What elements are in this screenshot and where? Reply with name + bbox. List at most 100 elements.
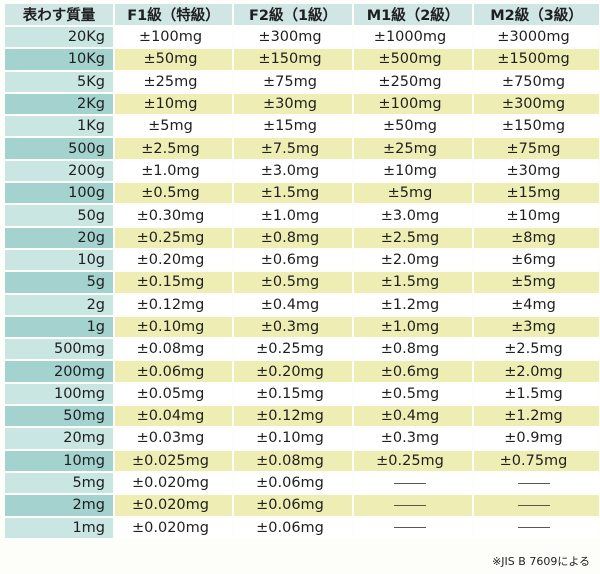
not-applicable-dash (517, 482, 550, 484)
cell-m1 (354, 517, 472, 538)
cell-mass: 100g (5, 183, 113, 204)
cell-f1: ±0.05mg (115, 383, 232, 405)
cell-f2: ±150mg (234, 49, 352, 70)
not-applicable-dash (394, 482, 426, 484)
cell-f2: ±1.5mg (234, 183, 352, 204)
cell-f2: ±0.06mg (234, 472, 352, 494)
cell-m2: ±750mg (474, 71, 599, 92)
cell-m1: ±250mg (354, 71, 472, 92)
cell-m1: ±1.2mg (354, 294, 472, 315)
table-row: 20mg ±0.03mg ±0.10mg ±0.3mg ±0.9mg (5, 428, 599, 449)
table-row: 10mg ±0.025mg ±0.08mg ±0.25mg ±0.75mg (5, 450, 599, 471)
cell-mass: 5Kg (5, 71, 113, 92)
table-row: 10Kg ±50mg ±150mg ±500mg ±1500mg (5, 49, 599, 70)
cell-m2: ±10mg (474, 205, 599, 226)
cell-mass: 20Kg (5, 27, 113, 48)
table-row: 100mg ±0.05mg ±0.15mg ±0.5mg ±1.5mg (5, 383, 599, 405)
cell-m2: ±8mg (474, 227, 599, 248)
cell-f2: ±0.20mg (234, 361, 352, 382)
cell-mass: 10g (5, 249, 113, 271)
cell-mass: 5mg (5, 472, 113, 494)
cell-f2: ±1.0mg (234, 205, 352, 226)
header-f2: F2級（1級） (234, 4, 352, 25)
table-row: 2g ±0.12mg ±0.4mg ±1.2mg ±4mg (5, 294, 599, 315)
cell-f2: ±0.06mg (234, 517, 352, 538)
cell-f1: ±0.08mg (115, 339, 232, 360)
cell-f1: ±1.0mg (115, 160, 232, 182)
cell-m2: ±1.2mg (474, 406, 599, 427)
cell-f2: ±0.06mg (234, 495, 352, 516)
cell-m1 (354, 472, 472, 494)
table-row: 1Kg ±5mg ±15mg ±50mg ±150mg (5, 116, 599, 137)
cell-f1: ±5mg (115, 116, 232, 137)
cell-mass: 20g (5, 227, 113, 248)
cell-mass: 200g (5, 160, 113, 182)
table-row: 5mg ±0.020mg ±0.06mg (5, 472, 599, 494)
source-note: ※JIS B 7609による (492, 555, 590, 568)
cell-mass: 100mg (5, 383, 113, 405)
cell-mass: 1mg (5, 517, 113, 538)
cell-f2: ±75mg (234, 71, 352, 92)
cell-mass: 20mg (5, 428, 113, 449)
cell-f1: ±100mg (115, 27, 232, 48)
not-applicable-dash (394, 504, 426, 506)
table-row: 500mg ±0.08mg ±0.25mg ±0.8mg ±2.5mg (5, 339, 599, 360)
cell-mass: 2Kg (5, 93, 113, 115)
table-row: 20g ±0.25mg ±0.8mg ±2.5mg ±8mg (5, 227, 599, 248)
cell-m1: ±25mg (354, 138, 472, 159)
table-body: 20Kg ±100mg ±300mg ±1000mg ±3000mg 10Kg ±50mg ±… (5, 27, 599, 538)
cell-m2: ±2.0mg (474, 361, 599, 382)
cell-m2: ±3000mg (474, 27, 599, 48)
cell-mass: 500mg (5, 339, 113, 360)
cell-f2: ±15mg (234, 116, 352, 137)
table-row: 1mg ±0.020mg ±0.06mg (5, 517, 599, 538)
cell-f1: ±0.15mg (115, 272, 232, 293)
not-applicable-dash (517, 504, 550, 506)
cell-f2: ±0.6mg (234, 249, 352, 271)
cell-m1: ±1.5mg (354, 272, 472, 293)
cell-m1: ±0.5mg (354, 383, 472, 405)
cell-f2: ±0.12mg (234, 406, 352, 427)
cell-m2: ±6mg (474, 249, 599, 271)
cell-f1: ±25mg (115, 71, 232, 92)
table-row: 1g ±0.10mg ±0.3mg ±1.0mg ±3mg (5, 316, 599, 338)
cell-mass: 1g (5, 316, 113, 338)
cell-f1: ±0.025mg (115, 450, 232, 471)
cell-m1: ±0.6mg (354, 361, 472, 382)
header-f1: F1級（特級） (115, 4, 232, 25)
cell-m2: ±300mg (474, 93, 599, 115)
cell-f2: ±300mg (234, 27, 352, 48)
cell-mass: 2g (5, 294, 113, 315)
cell-m1 (354, 495, 472, 516)
cell-mass: 50mg (5, 406, 113, 427)
cell-m2: ±0.75mg (474, 450, 599, 471)
cell-f1: ±0.020mg (115, 517, 232, 538)
cell-m1: ±3.0mg (354, 205, 472, 226)
header-mass: 表わす質量 (5, 4, 113, 25)
cell-f1: ±50mg (115, 49, 232, 70)
cell-m1: ±100mg (354, 93, 472, 115)
cell-f2: ±0.08mg (234, 450, 352, 471)
cell-f2: ±30mg (234, 93, 352, 115)
cell-f2: ±0.10mg (234, 428, 352, 449)
cell-m2: ±3mg (474, 316, 599, 338)
table-row: 100g ±0.5mg ±1.5mg ±5mg ±15mg (5, 183, 599, 204)
cell-m1: ±1000mg (354, 27, 472, 48)
not-applicable-dash (394, 527, 426, 529)
not-applicable-dash (517, 527, 550, 529)
table-row: 2mg ±0.020mg ±0.06mg (5, 495, 599, 516)
header-m2: M2級（3級） (474, 4, 599, 25)
cell-f1: ±2.5mg (115, 138, 232, 159)
cell-mass: 200mg (5, 361, 113, 382)
cell-m1: ±0.25mg (354, 450, 472, 471)
table-row: 20Kg ±100mg ±300mg ±1000mg ±3000mg (5, 27, 599, 48)
cell-m1: ±2.5mg (354, 227, 472, 248)
cell-f1: ±0.020mg (115, 472, 232, 494)
cell-f2: ±0.25mg (234, 339, 352, 360)
table-row: 50g ±0.30mg ±1.0mg ±3.0mg ±10mg (5, 205, 599, 226)
cell-f2: ±7.5mg (234, 138, 352, 159)
weight-tolerance-table: 表わす質量 F1級（特級） F2級（1級） M1級（2級） M2級（3級） 20… (3, 2, 600, 540)
cell-m1: ±2.0mg (354, 249, 472, 271)
cell-f2: ±0.4mg (234, 294, 352, 315)
cell-f1: ±0.25mg (115, 227, 232, 248)
